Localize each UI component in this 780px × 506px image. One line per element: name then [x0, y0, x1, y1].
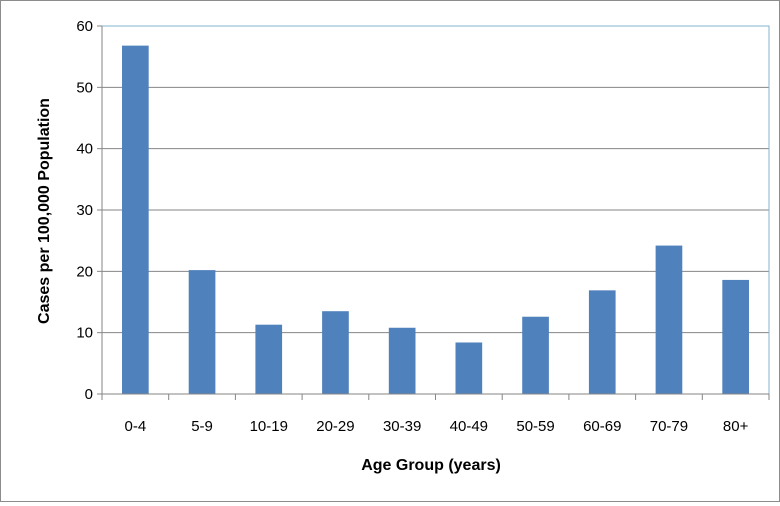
- x-tick-label: 80+: [723, 418, 749, 435]
- y-tick-label: 50: [76, 79, 93, 96]
- x-tick-label: 50-59: [516, 418, 554, 435]
- bar-10-19: [255, 324, 283, 394]
- x-axis-title: Age Group (years): [361, 457, 501, 474]
- y-tick-label: 40: [76, 141, 93, 158]
- y-tick-label: 30: [76, 202, 93, 219]
- y-tick-label: 20: [76, 263, 93, 280]
- bar-0-4: [122, 45, 149, 394]
- bar-60-69: [588, 290, 616, 394]
- y-axis-title: Cases per 100,000 Population: [36, 98, 53, 324]
- x-tick-label: 40-49: [450, 418, 488, 435]
- y-tick-label: 60: [76, 18, 93, 35]
- x-tick-label: 20-29: [316, 418, 354, 435]
- y-tick-label: 0: [85, 386, 93, 403]
- x-tick-label: 10-19: [250, 418, 288, 435]
- x-tick-label: 70-79: [650, 418, 688, 435]
- bar-80+: [722, 279, 749, 394]
- y-tick-label: 10: [76, 325, 93, 342]
- x-tick-label: 60-69: [583, 418, 621, 435]
- x-tick-label: 5-9: [191, 418, 213, 435]
- bar-30-39: [388, 327, 416, 394]
- bars: [122, 45, 749, 394]
- bar-40-49: [455, 342, 483, 394]
- y-tick-labels: 0 10 20 30 40 50 60: [76, 18, 93, 403]
- axes: [97, 25, 770, 400]
- x-tick-label: 0-4: [125, 418, 147, 435]
- bar-20-29: [322, 311, 349, 394]
- x-tick-label: 30-39: [383, 418, 421, 435]
- bar-5-9: [188, 270, 216, 394]
- bar-70-79: [655, 245, 683, 394]
- x-tick-labels: 0-4 5-9 10-19 20-29 30-39 40-49 50-59 60-69 70-7…: [125, 418, 749, 435]
- bar-50-59: [522, 316, 549, 394]
